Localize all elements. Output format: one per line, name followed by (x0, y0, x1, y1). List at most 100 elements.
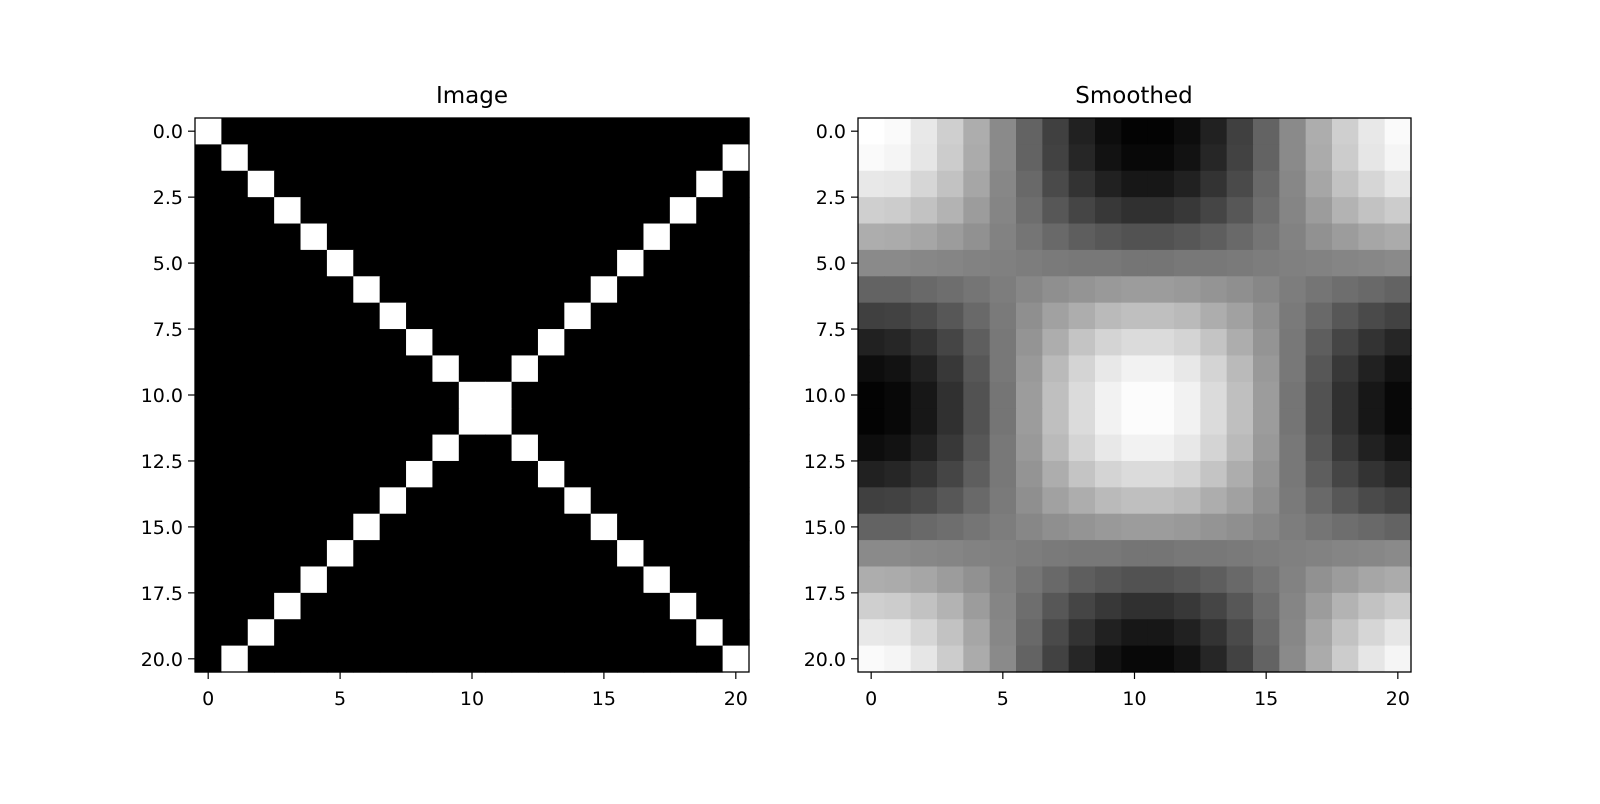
smoothed-cell (1279, 381, 1307, 409)
smoothed-cell (1332, 460, 1359, 488)
image-cell (590, 487, 618, 515)
smoothed-xtick-label: 0 (865, 688, 877, 710)
image-cell (379, 645, 407, 673)
smoothed-cell (1200, 197, 1228, 225)
smoothed-cell (858, 329, 885, 357)
image-cell (432, 460, 460, 488)
image-cell (195, 197, 222, 225)
smoothed-cell (1358, 302, 1386, 330)
image-cell (353, 540, 381, 568)
smoothed-cell (1226, 329, 1254, 357)
smoothed-cell (1042, 460, 1070, 488)
smoothed-cell (1147, 197, 1175, 225)
image-cell (511, 381, 539, 409)
smoothed-cell (963, 513, 991, 541)
smoothed-cell (1121, 223, 1149, 251)
image-cell (537, 170, 565, 198)
image-cell (300, 249, 328, 277)
image-cell (617, 487, 645, 515)
smoothed-cell (1016, 197, 1043, 225)
smoothed-cell (1226, 434, 1254, 462)
image-xtick-label: 20 (724, 688, 748, 710)
smoothed-cell (1016, 118, 1043, 145)
image-cell (274, 144, 302, 172)
image-cell (406, 329, 434, 357)
smoothed-cell (1384, 355, 1412, 383)
smoothed-cell (1095, 513, 1122, 541)
image-cell (722, 223, 750, 251)
image-cell (274, 540, 302, 568)
image-cell (274, 592, 302, 620)
image-cell (537, 197, 565, 225)
image-cell (511, 249, 539, 277)
smoothed-cell (858, 355, 885, 383)
smoothed-cell (910, 118, 938, 145)
smoothed-cell (1226, 645, 1254, 673)
smoothed-cell (1068, 487, 1096, 515)
image-cell (247, 249, 275, 277)
image-cell (485, 540, 513, 568)
smoothed-cell (937, 592, 964, 620)
image-cell (696, 249, 724, 277)
image-cell (485, 276, 513, 304)
smoothed-cell (1121, 302, 1149, 330)
smoothed-cell (1147, 223, 1175, 251)
image-cell (485, 408, 513, 436)
image-cell (247, 144, 275, 172)
image-cell (696, 118, 724, 145)
smoothed-cell (910, 276, 938, 304)
image-cell (669, 249, 697, 277)
image-cell (669, 460, 697, 488)
image-cell (511, 408, 539, 436)
smoothed-cell (963, 619, 991, 647)
image-cell (643, 408, 671, 436)
smoothed-cell (884, 592, 912, 620)
smoothed-cell (1042, 434, 1070, 462)
image-cell (353, 276, 381, 304)
smoothed-cell (1279, 619, 1307, 647)
image-cell (590, 170, 618, 198)
image-ytick-label: 10.0 (141, 385, 183, 407)
image-cell (590, 619, 618, 647)
smoothed-cell (1332, 223, 1359, 251)
smoothed-cell (1174, 566, 1201, 594)
smoothed-cell (1279, 540, 1307, 568)
smoothed-cell (1384, 487, 1412, 515)
smoothed-cell (1253, 592, 1280, 620)
image-cell (221, 619, 249, 647)
smoothed-cell (1200, 223, 1228, 251)
image-cell (537, 487, 565, 515)
smoothed-cell (910, 144, 938, 172)
image-cell (564, 302, 592, 330)
image-cell (195, 381, 222, 409)
smoothed-cell (1226, 355, 1254, 383)
image-cell (511, 118, 539, 145)
smoothed-cell (1305, 302, 1333, 330)
smoothed-cell (1200, 408, 1228, 436)
image-cell (247, 381, 275, 409)
smoothed-cell (858, 381, 885, 409)
smoothed-cell (1042, 223, 1070, 251)
smoothed-cell (1121, 408, 1149, 436)
image-cell (432, 434, 460, 462)
smoothed-cell (1174, 276, 1201, 304)
smoothed-cell (1253, 223, 1280, 251)
smoothed-cell (1016, 249, 1043, 277)
image-cell (485, 329, 513, 357)
image-cell (353, 408, 381, 436)
image-cell (326, 460, 354, 488)
image-cell (696, 276, 724, 304)
image-cell (617, 118, 645, 145)
smoothed-cell (1226, 223, 1254, 251)
image-cell (537, 381, 565, 409)
image-cell (326, 302, 354, 330)
image-cell (326, 329, 354, 357)
image-cell (379, 329, 407, 357)
smoothed-cell (1121, 197, 1149, 225)
smoothed-cell (910, 434, 938, 462)
smoothed-cell (910, 513, 938, 541)
image-cell (485, 118, 513, 145)
image-cell (643, 460, 671, 488)
image-cell (353, 223, 381, 251)
image-cell (406, 408, 434, 436)
